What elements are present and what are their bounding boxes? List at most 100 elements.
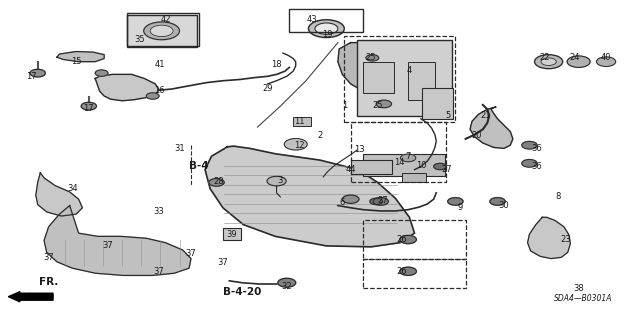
Text: 37: 37 [186,249,196,258]
Bar [364,259,466,288]
Circle shape [434,163,447,170]
Text: 22: 22 [540,53,550,62]
Bar [422,88,453,119]
Circle shape [30,69,45,77]
Text: 32: 32 [282,282,292,291]
Circle shape [541,58,556,65]
Circle shape [308,20,344,38]
Text: 36: 36 [532,144,543,153]
Circle shape [373,197,388,205]
Circle shape [315,23,338,34]
Circle shape [278,278,296,287]
Text: 7: 7 [406,152,411,161]
FancyArrow shape [8,292,53,302]
Text: 9: 9 [458,203,463,211]
Circle shape [209,179,224,186]
Text: 4: 4 [407,66,412,75]
Text: 1: 1 [342,101,347,110]
Bar [364,62,394,93]
Text: 37: 37 [44,253,54,262]
Text: B-4-20: B-4-20 [223,287,261,297]
Text: 44: 44 [346,165,356,174]
Circle shape [490,197,505,205]
Text: 20: 20 [471,131,482,140]
Circle shape [567,56,590,67]
Text: 27: 27 [441,165,452,174]
Text: 40: 40 [601,53,611,62]
Circle shape [267,176,286,186]
Circle shape [596,57,616,66]
Text: 8: 8 [555,191,560,201]
Text: 18: 18 [271,60,282,69]
Text: 26: 26 [396,235,407,244]
Text: 13: 13 [355,145,365,154]
Text: 16: 16 [154,86,164,95]
Circle shape [370,198,383,204]
Bar [357,40,452,116]
Text: 33: 33 [154,207,164,216]
Text: SDA4—B0301A: SDA4—B0301A [554,294,612,303]
Circle shape [95,70,108,76]
Polygon shape [338,43,398,93]
Bar [127,13,198,46]
Circle shape [342,195,359,203]
Bar [364,220,466,259]
Bar [402,174,426,182]
Circle shape [147,93,159,99]
Polygon shape [95,74,159,101]
Text: 38: 38 [573,284,584,293]
Polygon shape [44,205,191,275]
Bar [408,62,435,100]
Text: 41: 41 [155,60,166,69]
Circle shape [448,197,463,205]
Text: 5: 5 [445,111,451,120]
Text: 35: 35 [134,35,145,44]
Text: 11: 11 [294,117,304,126]
Text: 37: 37 [154,267,164,276]
Text: 37: 37 [218,258,228,267]
Text: 43: 43 [307,15,317,24]
Circle shape [522,141,537,149]
Circle shape [366,55,379,61]
Bar [289,9,364,33]
Text: 3: 3 [278,176,283,185]
Circle shape [534,55,563,69]
Bar [344,36,456,122]
Text: 15: 15 [71,56,81,65]
Bar [351,160,392,174]
Text: 17: 17 [83,104,94,113]
Text: 26: 26 [396,267,407,276]
Text: 34: 34 [67,184,77,193]
Text: 6: 6 [340,198,345,207]
Bar [351,122,447,182]
Circle shape [400,267,417,275]
Text: 25: 25 [372,101,383,110]
Text: 25: 25 [366,53,376,62]
Polygon shape [57,51,104,62]
Bar [223,228,241,241]
Text: 14: 14 [395,158,405,167]
Text: 42: 42 [160,15,171,24]
Circle shape [81,102,97,110]
Text: 19: 19 [323,30,333,39]
Text: 17: 17 [26,72,36,81]
Text: 30: 30 [499,201,509,210]
Text: B-4: B-4 [189,161,209,172]
Bar [364,154,445,176]
Polygon shape [470,107,513,148]
Text: 27: 27 [377,196,388,205]
Circle shape [401,154,416,162]
Text: 12: 12 [294,141,305,150]
Bar [293,117,311,126]
Circle shape [376,100,392,108]
Text: 10: 10 [415,161,426,170]
Text: 29: 29 [262,85,273,93]
Circle shape [522,160,537,167]
Circle shape [144,22,179,40]
Text: 24: 24 [569,53,579,62]
Text: 37: 37 [102,241,113,250]
Text: 36: 36 [532,162,543,171]
Circle shape [400,235,417,244]
Text: 23: 23 [561,235,571,244]
Text: 39: 39 [227,230,237,239]
